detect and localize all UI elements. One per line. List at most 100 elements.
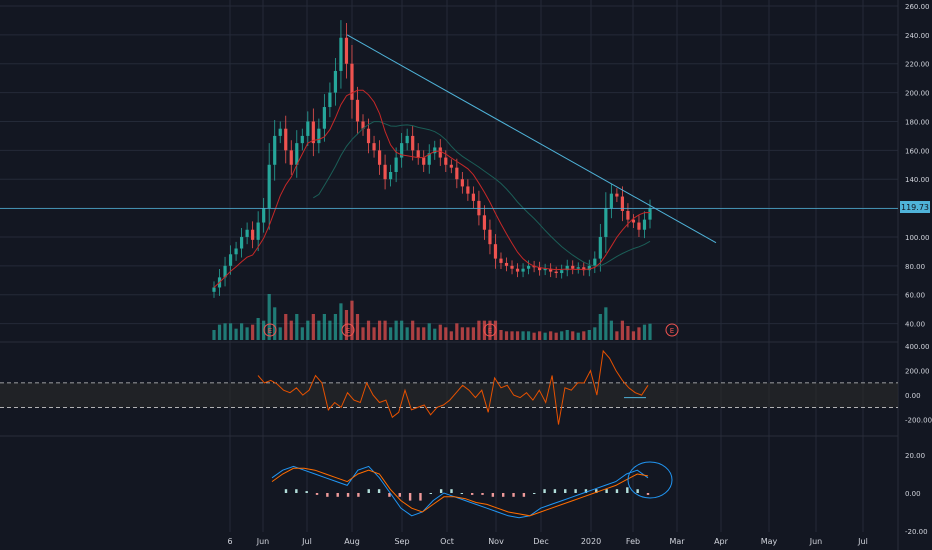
candle-body: [239, 236, 244, 249]
last-price-badge: [900, 201, 930, 213]
candle-body: [361, 121, 365, 129]
volume-bar: [637, 327, 641, 340]
volume-bar: [306, 320, 310, 340]
time-tick-label: Mar: [669, 537, 685, 546]
candle-body: [609, 193, 613, 209]
volume-bar: [460, 327, 464, 340]
time-axis[interactable]: 6 Jun Jul Aug Sep Oct Nov Dec 2020 Feb Mar Apr May Ju…: [227, 537, 867, 546]
candle-body: [278, 128, 282, 136]
macd-histogram-bar: [543, 489, 546, 493]
volume-bar: [245, 327, 249, 340]
cci-axis[interactable]: 400.00 200.00 0.00 -200.00: [905, 343, 932, 425]
macd-histogram-bar: [367, 489, 370, 493]
time-tick-label: Sep: [394, 537, 409, 546]
time-tick-label: Jul: [301, 537, 312, 546]
macd-histogram-bar: [377, 489, 381, 493]
candle-body: [251, 229, 255, 240]
macd-histogram-bar: [398, 493, 401, 497]
volume-bar: [543, 332, 547, 340]
cci-band: [0, 382, 898, 408]
price-tick-label: 220.00: [905, 61, 930, 69]
volume-bar: [427, 323, 431, 340]
candle-body: [405, 135, 409, 144]
price-tick-label: 180.00: [905, 118, 930, 126]
candle-body: [366, 128, 371, 144]
volume-bar: [526, 331, 531, 340]
volume-bar: [515, 331, 520, 340]
volume-bar: [355, 314, 360, 340]
candle-body: [504, 262, 509, 266]
candle-body: [322, 107, 326, 129]
volume-bar: [438, 324, 442, 340]
volume-bar: [620, 320, 625, 340]
candle-body: [493, 244, 498, 259]
candle-body: [626, 210, 630, 220]
volume-bar: [604, 307, 608, 340]
volume-bar: [322, 314, 326, 340]
candle-body: [422, 157, 426, 165]
volume-bar: [549, 331, 553, 340]
price-tick-label: 240.00: [905, 32, 930, 40]
candle-body: [311, 121, 315, 144]
macd-histogram-bar: [346, 493, 350, 497]
earnings-marker[interactable]: [341, 323, 355, 337]
earnings-marker[interactable]: [483, 323, 497, 337]
volume-bar: [587, 330, 591, 340]
price-tick-label: 60.00: [905, 292, 925, 300]
candle-body: [587, 265, 591, 271]
macd-histogram-bar: [595, 489, 598, 493]
candle-body: [411, 135, 415, 151]
volume-bar: [571, 331, 575, 340]
macd-histogram-bar: [388, 493, 391, 497]
macd-histogram-bar: [533, 493, 536, 494]
macd-histogram-bar: [522, 493, 526, 497]
volume-bar: [284, 314, 288, 340]
volume-bar: [383, 320, 387, 340]
candle-body: [416, 150, 420, 158]
earnings-marker[interactable]: [263, 323, 277, 337]
candle-body: [394, 157, 398, 172]
volume-bar: [228, 323, 233, 340]
time-tick-label: Nov: [488, 537, 504, 546]
volume-bar: [333, 314, 338, 340]
candle-body: [355, 99, 360, 122]
macd-histogram-bar: [636, 489, 639, 493]
volume-bar: [466, 327, 470, 340]
volume-bar: [631, 331, 636, 340]
volume-bar: [510, 331, 514, 340]
earnings-marker[interactable]: [665, 323, 679, 337]
drawn-circle-annotation[interactable]: [627, 461, 673, 499]
candle-body: [262, 208, 266, 223]
macd-histogram-bar: [512, 493, 515, 497]
candle-body: [538, 267, 542, 271]
candle-body: [295, 143, 299, 165]
candle-body: [466, 186, 470, 194]
candle-body: [582, 267, 586, 271]
volume-bar: [217, 324, 222, 340]
macd-histogram-bar: [460, 493, 464, 494]
macd-signal-line: [271, 467, 649, 517]
volume-bar: [273, 307, 277, 340]
candlestick-series: [212, 20, 652, 298]
macd-histogram-bar: [408, 493, 412, 501]
cci-tick-label: -200.00: [905, 417, 932, 425]
volume-bar: [422, 327, 426, 340]
volume-bar: [449, 331, 453, 340]
candle-body: [571, 265, 575, 269]
candle-body: [328, 92, 332, 108]
candle-body: [339, 37, 343, 71]
price-tick-label: 260.00: [905, 3, 930, 11]
price-tick-label: 80.00: [905, 263, 925, 271]
cci-tick-label: 0.00: [905, 392, 921, 400]
candle-body: [344, 37, 349, 64]
price-tick-label: 160.00: [905, 147, 930, 155]
earnings-marker-label: E: [268, 327, 272, 335]
volume-bar: [609, 320, 613, 340]
moving-average-fast: [213, 89, 650, 288]
candle-body: [455, 167, 459, 180]
volume-bar: [267, 294, 271, 340]
macd-histogram-bar: [574, 489, 577, 493]
macd-axis[interactable]: 20.00 0.00 -20.00: [905, 452, 928, 536]
